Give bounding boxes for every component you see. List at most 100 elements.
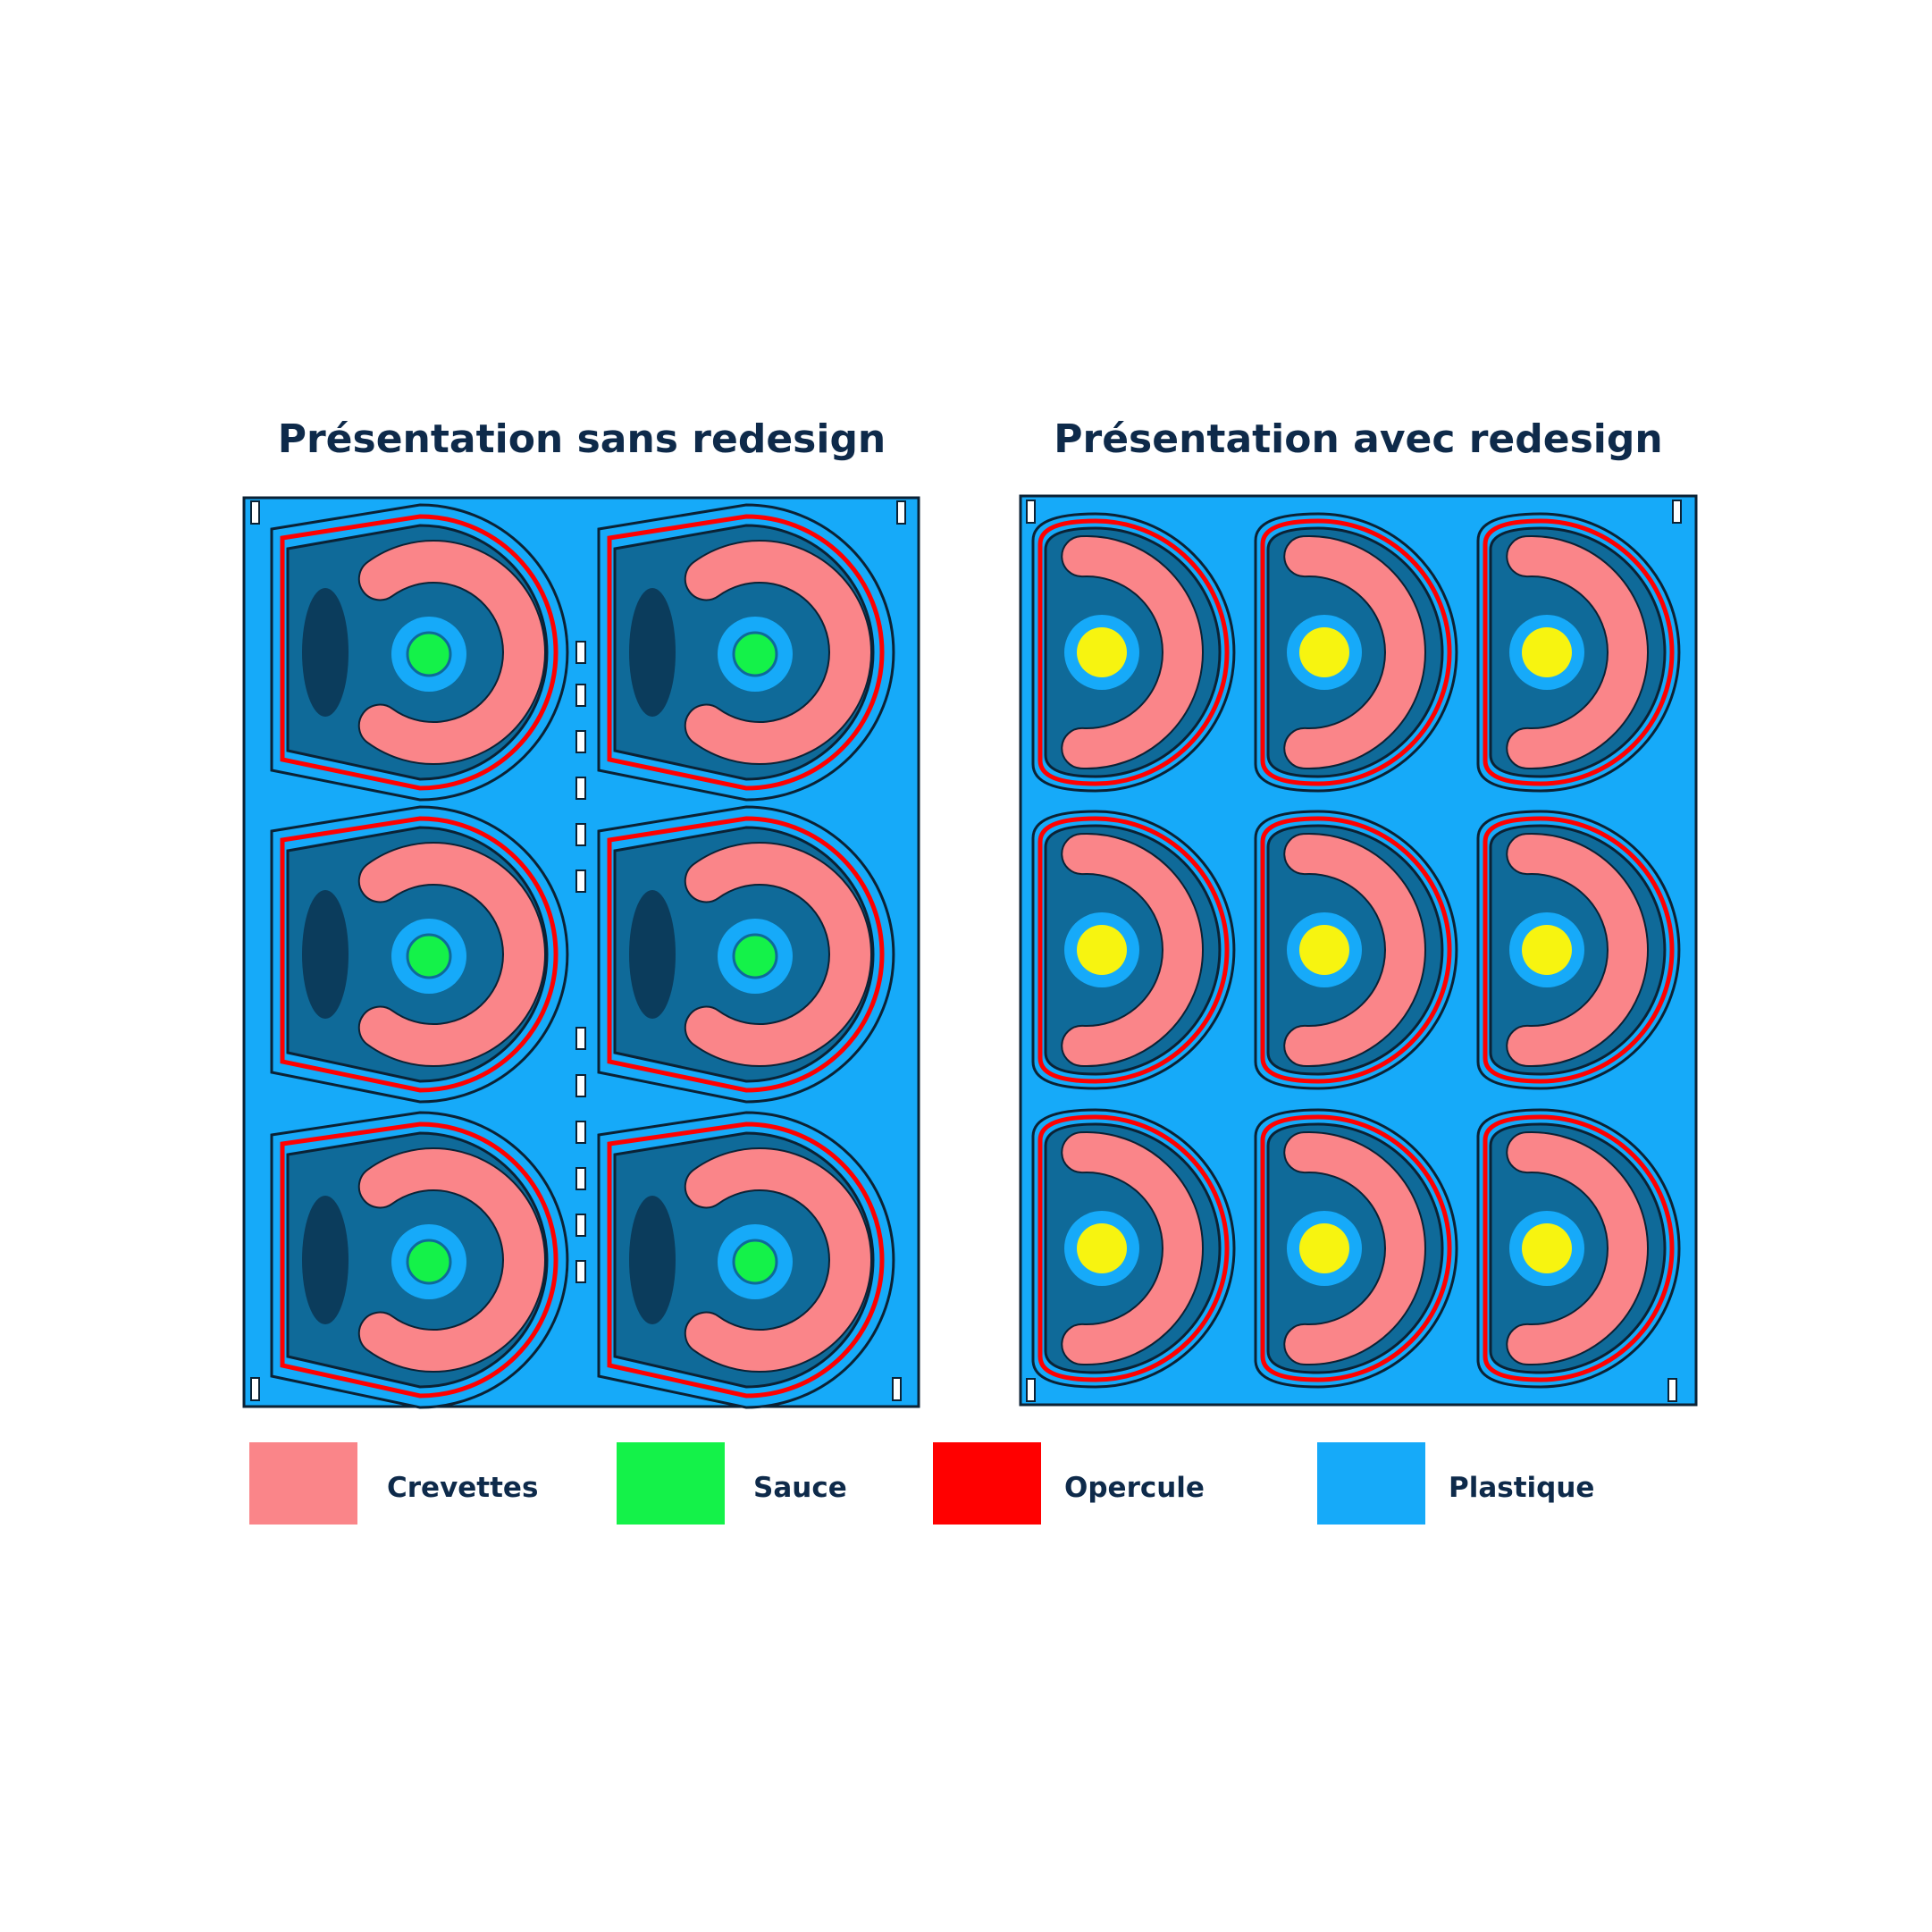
legend-label-sauce: Sauce: [753, 1472, 847, 1504]
crevettes: [684, 842, 873, 1067]
legend-swatch-sauce: [617, 1442, 725, 1525]
perforation-slot: [575, 777, 586, 800]
tray-avec-redesign: [1476, 810, 1681, 1090]
sauce: [1299, 925, 1349, 975]
crevettes: [684, 540, 872, 765]
sauce: [1077, 1223, 1127, 1273]
crevettes: [1061, 1131, 1204, 1365]
sauce: [732, 631, 778, 677]
opercule-seal: [1483, 816, 1675, 1084]
opercule-seal: [1483, 1114, 1675, 1382]
sauce: [406, 631, 452, 677]
corner-slot: [892, 1377, 902, 1401]
perforation-slot: [575, 730, 586, 753]
crevettes: [1283, 535, 1426, 769]
sauce: [1299, 1223, 1349, 1273]
tray-avec-redesign: [1476, 1108, 1681, 1389]
corner-slot: [1667, 1378, 1677, 1402]
sauce: [1077, 925, 1127, 975]
cavity-recess: [629, 890, 676, 1019]
cavity-recess: [302, 1196, 349, 1324]
legend-swatch-crevettes: [249, 1442, 357, 1525]
crevettes: [1506, 833, 1649, 1067]
corner-slot: [250, 500, 260, 525]
tray-sans-redesign: [270, 805, 569, 1104]
sauce: [732, 933, 778, 979]
crevettes: [1061, 833, 1204, 1067]
perforation-slot: [575, 1027, 586, 1050]
perforation-slot: [575, 1121, 586, 1144]
opercule-seal: [1037, 1114, 1230, 1382]
corner-slot: [1026, 1378, 1036, 1402]
sauce: [1077, 627, 1127, 677]
sauce: [1522, 627, 1572, 677]
opercule-seal: [1483, 518, 1675, 786]
legend: [249, 1442, 1425, 1525]
crevettes: [684, 1147, 873, 1373]
crevettes: [1283, 1131, 1426, 1365]
opercule-seal: [1260, 518, 1452, 786]
tray-sans-redesign: [597, 805, 895, 1104]
opercule-seal: [280, 1121, 559, 1399]
opercule-seal: [1260, 1114, 1452, 1382]
opercule-seal: [607, 1121, 885, 1399]
tray-sans-redesign: [597, 503, 895, 802]
title-sans-redesign: Présentation sans redesign: [277, 416, 886, 462]
corner-slot: [250, 1377, 260, 1401]
sauce: [1522, 1223, 1572, 1273]
opercule-seal: [1260, 816, 1452, 1084]
opercule-seal: [280, 514, 559, 791]
tray-avec-redesign: [1254, 1108, 1458, 1389]
legend-label-plastique: Plastique: [1449, 1472, 1595, 1504]
tray-avec-redesign: [1254, 512, 1458, 793]
cavity-recess: [629, 1196, 676, 1324]
crevettes: [1506, 1131, 1649, 1365]
crevettes: [1061, 535, 1204, 769]
opercule-seal: [1037, 816, 1230, 1084]
tray-avec-redesign: [1476, 512, 1681, 793]
legend-swatch-opercule: [933, 1442, 1041, 1525]
title-avec-redesign: Présentation avec redesign: [1054, 416, 1663, 462]
tray-sans-redesign: [597, 1111, 895, 1409]
perforation-slot: [575, 684, 586, 707]
cavity-recess: [302, 588, 349, 717]
perforation-slot: [575, 869, 586, 893]
panel-avec-redesign: [1019, 494, 1698, 1407]
corner-slot: [896, 500, 906, 525]
tray-avec-redesign: [1254, 810, 1458, 1090]
perforation-slot: [575, 1167, 586, 1190]
cavity-recess: [629, 588, 676, 717]
sauce: [1299, 627, 1349, 677]
tray-avec-redesign: [1031, 512, 1236, 793]
crevettes: [1506, 535, 1649, 769]
perforation-slot: [575, 823, 586, 846]
panel-sans-redesign: [242, 496, 920, 1409]
perforation-slot: [575, 1260, 586, 1283]
opercule-seal: [1037, 518, 1230, 786]
crevettes: [1283, 833, 1426, 1067]
tray-avec-redesign: [1031, 1108, 1236, 1389]
sauce: [732, 1239, 778, 1285]
corner-slot: [1026, 500, 1036, 524]
sauce: [406, 933, 452, 979]
crevettes: [357, 842, 547, 1067]
perforation-slot: [575, 641, 586, 664]
sauce: [1522, 925, 1572, 975]
corner-slot: [1672, 500, 1682, 524]
opercule-seal: [280, 816, 559, 1093]
legend-swatch-plastique: [1317, 1442, 1425, 1525]
perforation-slot: [575, 1074, 586, 1097]
tray-avec-redesign: [1031, 810, 1236, 1090]
tray-sans-redesign: [270, 1111, 569, 1409]
legend-label-crevettes: Crevettes: [387, 1472, 539, 1504]
cavity-recess: [302, 890, 349, 1019]
legend-label-opercule: Opercule: [1064, 1472, 1205, 1504]
tray-sans-redesign: [270, 503, 569, 802]
crevettes: [357, 540, 546, 765]
opercule-seal: [607, 514, 885, 791]
opercule-seal: [607, 816, 885, 1093]
sauce: [406, 1239, 452, 1285]
perforation-slot: [575, 1214, 586, 1237]
crevettes: [357, 1147, 547, 1373]
